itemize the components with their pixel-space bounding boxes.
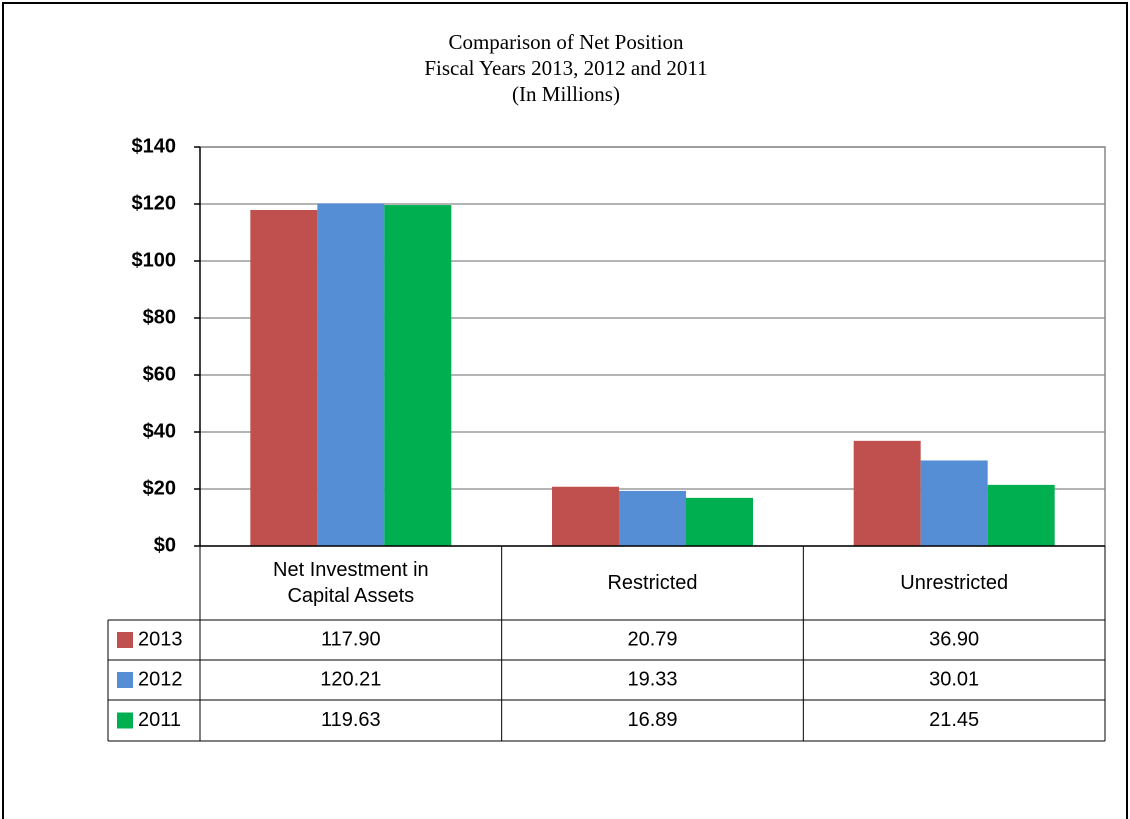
bar bbox=[853, 440, 921, 546]
y-tick-label: $120 bbox=[132, 192, 177, 214]
bar bbox=[317, 203, 385, 547]
bar bbox=[987, 484, 1055, 546]
legend-key bbox=[117, 672, 133, 688]
bar bbox=[552, 486, 619, 546]
legend-label: 2011 bbox=[138, 709, 181, 731]
x-tick-label: Unrestricted bbox=[900, 572, 1009, 594]
x-tick-label: Net Investment in Capital Assets bbox=[273, 559, 429, 607]
legend-label: 2013 bbox=[138, 628, 183, 650]
bar bbox=[384, 205, 452, 546]
table-value: 16.89 bbox=[627, 709, 677, 731]
bar bbox=[619, 490, 686, 546]
table-value: 30.01 bbox=[929, 668, 979, 690]
table-value: 21.45 bbox=[929, 709, 979, 731]
table-value: 19.33 bbox=[627, 668, 677, 690]
table-value: 117.90 bbox=[321, 628, 381, 650]
bar bbox=[920, 460, 988, 546]
y-tick-label: $140 bbox=[132, 135, 177, 157]
bar bbox=[686, 497, 753, 546]
table-value: 36.90 bbox=[929, 628, 979, 650]
y-tick-label: $0 bbox=[154, 534, 176, 556]
y-tick-label: $100 bbox=[132, 249, 177, 271]
legend-key bbox=[117, 712, 133, 729]
bar bbox=[250, 209, 318, 547]
legend-key bbox=[117, 632, 133, 648]
y-tick-label: $60 bbox=[143, 363, 176, 385]
table-value: 20.79 bbox=[627, 628, 677, 650]
x-tick-label: Restricted bbox=[607, 572, 698, 594]
y-tick-label: $80 bbox=[143, 306, 176, 328]
chart-title: Comparison of Net Position bbox=[448, 30, 684, 54]
table-value: 120.21 bbox=[320, 668, 381, 690]
chart-title: Fiscal Years 2013, 2012 and 2011 bbox=[424, 56, 707, 80]
table-value: 119.63 bbox=[321, 709, 381, 731]
y-tick-label: $20 bbox=[143, 477, 176, 499]
legend-label: 2012 bbox=[138, 668, 183, 690]
chart-title: (In Millions) bbox=[512, 82, 620, 106]
y-tick-label: $40 bbox=[143, 420, 176, 442]
